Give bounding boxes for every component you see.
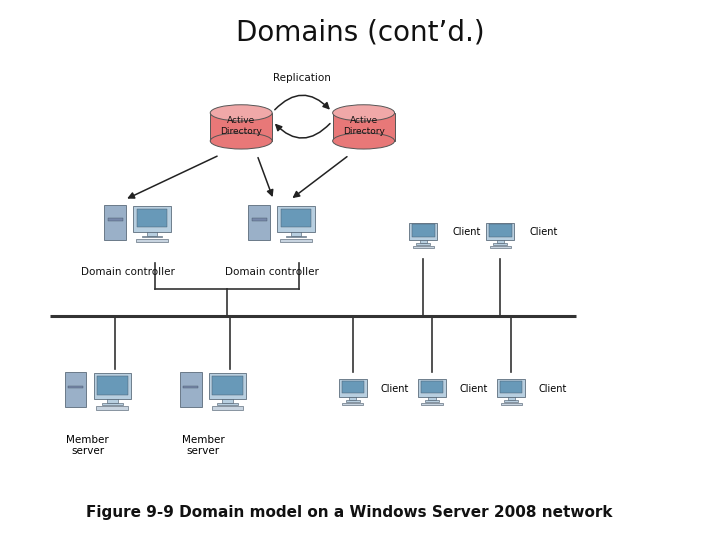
Bar: [180, 372, 202, 407]
Bar: [281, 208, 311, 227]
Bar: [286, 235, 306, 237]
Bar: [490, 246, 511, 248]
Bar: [136, 239, 168, 242]
Text: Domains (cont’d.): Domains (cont’d.): [235, 19, 485, 47]
Ellipse shape: [210, 133, 272, 149]
Bar: [147, 232, 157, 235]
Bar: [210, 113, 272, 141]
Text: Member
server: Member server: [181, 435, 225, 456]
Bar: [500, 403, 522, 405]
Text: Domain controller: Domain controller: [225, 267, 318, 278]
Bar: [102, 403, 122, 404]
Bar: [416, 244, 431, 245]
Ellipse shape: [333, 105, 395, 121]
Bar: [133, 206, 171, 232]
Bar: [222, 399, 233, 403]
Bar: [500, 381, 523, 394]
Text: Client: Client: [529, 227, 557, 237]
Bar: [418, 379, 446, 397]
Bar: [212, 406, 243, 410]
Bar: [97, 376, 127, 395]
Bar: [498, 379, 526, 397]
Bar: [104, 205, 126, 240]
Bar: [65, 372, 86, 407]
Text: Active
Directory: Active Directory: [343, 116, 384, 136]
Bar: [413, 246, 434, 248]
FancyArrowPatch shape: [275, 95, 329, 110]
Bar: [508, 397, 515, 400]
Ellipse shape: [210, 105, 272, 121]
Bar: [421, 403, 443, 405]
Text: Client: Client: [452, 227, 480, 237]
Bar: [333, 113, 395, 141]
Bar: [346, 400, 360, 402]
Bar: [277, 206, 315, 232]
Text: Active
Directory: Active Directory: [220, 116, 262, 136]
Bar: [291, 232, 301, 235]
Text: Member
server: Member server: [66, 435, 109, 456]
Text: Client: Client: [459, 384, 487, 394]
Bar: [487, 222, 515, 240]
Bar: [428, 397, 436, 400]
Text: Client: Client: [380, 384, 408, 394]
FancyArrowPatch shape: [276, 124, 330, 138]
Bar: [252, 219, 267, 221]
Ellipse shape: [333, 133, 395, 149]
Bar: [420, 381, 444, 394]
Text: Figure 9-9 Domain model on a Windows Server 2008 network: Figure 9-9 Domain model on a Windows Ser…: [86, 505, 613, 521]
Bar: [409, 222, 438, 240]
Bar: [108, 219, 122, 221]
Bar: [420, 240, 427, 244]
Bar: [497, 240, 504, 244]
Bar: [489, 225, 512, 237]
Bar: [142, 235, 162, 237]
Bar: [412, 225, 435, 237]
Bar: [349, 397, 356, 400]
Text: Domain controller: Domain controller: [81, 267, 174, 278]
Bar: [248, 205, 270, 240]
Bar: [504, 400, 518, 402]
Text: Client: Client: [539, 384, 567, 394]
Bar: [425, 400, 439, 402]
Bar: [96, 406, 128, 410]
Bar: [137, 208, 167, 227]
Bar: [94, 373, 131, 399]
Bar: [212, 376, 243, 395]
Bar: [209, 373, 246, 399]
Bar: [107, 399, 117, 403]
Bar: [280, 239, 312, 242]
Text: Replication: Replication: [274, 72, 331, 83]
Bar: [183, 386, 199, 388]
Bar: [493, 244, 508, 245]
Bar: [341, 381, 364, 394]
Bar: [342, 403, 364, 405]
Bar: [339, 379, 366, 397]
Bar: [68, 386, 84, 388]
Bar: [217, 403, 238, 404]
